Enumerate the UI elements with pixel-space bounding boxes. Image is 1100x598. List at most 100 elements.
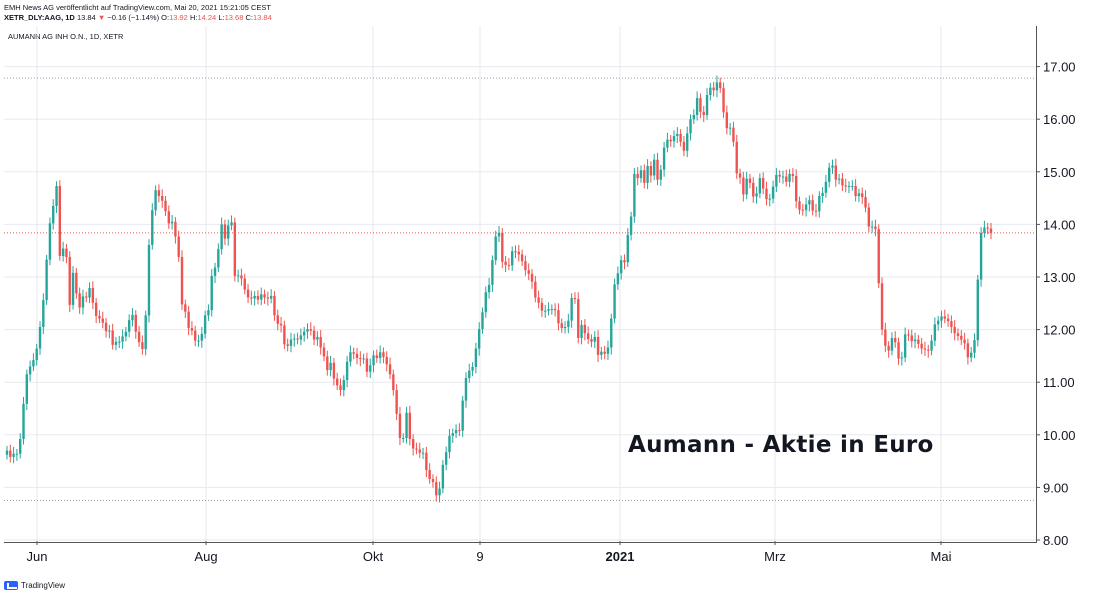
candle-body bbox=[728, 127, 732, 129]
candle-body bbox=[636, 173, 639, 179]
y-tick-label: 13.00 bbox=[1043, 270, 1076, 285]
candle-body bbox=[61, 248, 65, 256]
candle-body bbox=[421, 452, 425, 454]
candle-body bbox=[791, 173, 795, 177]
candle-body bbox=[170, 221, 174, 224]
candle-body bbox=[111, 330, 114, 345]
candle-body bbox=[85, 296, 88, 298]
candle-body bbox=[930, 340, 933, 351]
candle-body bbox=[956, 333, 960, 336]
candle-body bbox=[342, 380, 346, 391]
candle-body bbox=[411, 439, 415, 449]
candle-body bbox=[88, 288, 91, 298]
candle-body bbox=[692, 114, 696, 120]
candle-body bbox=[260, 294, 263, 300]
candle-body bbox=[804, 204, 808, 211]
candle-body bbox=[544, 310, 547, 312]
candle-body bbox=[867, 207, 871, 227]
candle-body bbox=[580, 324, 583, 339]
candle-body bbox=[435, 482, 438, 496]
tradingview-logo-icon bbox=[4, 581, 18, 590]
candle-body bbox=[986, 227, 989, 229]
candle-body bbox=[593, 336, 596, 342]
candle-body bbox=[725, 112, 729, 129]
candle-body bbox=[590, 339, 593, 342]
candle-body bbox=[903, 334, 907, 358]
open-value: 13.92 bbox=[169, 13, 188, 22]
candle-body bbox=[71, 272, 75, 305]
candle-body bbox=[927, 349, 930, 351]
candle-body bbox=[530, 273, 534, 282]
candle-body bbox=[405, 412, 408, 438]
candle-body bbox=[375, 355, 379, 359]
candle-body bbox=[666, 139, 669, 148]
candle-body bbox=[160, 195, 164, 201]
candle-body bbox=[662, 147, 666, 170]
candle-body bbox=[798, 201, 801, 210]
candle-body bbox=[415, 448, 418, 450]
y-tick-label: 11.00 bbox=[1043, 375, 1075, 390]
close-value: 13.84 bbox=[252, 13, 272, 22]
candle-body bbox=[577, 299, 580, 339]
candle-body bbox=[302, 331, 306, 336]
chart-annotation: Aumann - Aktie in Euro bbox=[628, 432, 934, 458]
candle-body bbox=[38, 326, 42, 349]
candle-body bbox=[847, 186, 851, 188]
candle-body bbox=[167, 211, 170, 224]
candle-body bbox=[709, 87, 712, 96]
candle-body bbox=[570, 298, 573, 321]
candle-body bbox=[180, 257, 184, 305]
x-tick-label: Mrz bbox=[764, 549, 786, 564]
candle-body bbox=[527, 270, 530, 274]
candle-body bbox=[540, 302, 544, 311]
candle-body bbox=[844, 185, 847, 187]
candle-body bbox=[352, 352, 355, 354]
candle-body bbox=[408, 412, 412, 440]
y-tick-label: 12.00 bbox=[1043, 323, 1076, 338]
candle-body bbox=[431, 478, 435, 483]
ohlc-legend: XETR_DLY:AAG, 1D 13.84 ▼ −0.16 (−1.14%) … bbox=[4, 13, 272, 23]
tradingview-footer[interactable]: TradingView bbox=[4, 581, 65, 590]
candle-body bbox=[818, 195, 821, 212]
candle-body bbox=[428, 470, 431, 479]
candle-body bbox=[702, 111, 705, 115]
candle-body bbox=[25, 374, 29, 404]
candle-body bbox=[712, 87, 715, 91]
candle-body bbox=[319, 336, 322, 348]
candle-body bbox=[418, 449, 421, 453]
candle-body bbox=[332, 362, 336, 379]
candle-body bbox=[610, 318, 613, 348]
candle-body bbox=[154, 190, 157, 211]
candle-body bbox=[12, 453, 15, 457]
low-value: 13.68 bbox=[224, 13, 244, 22]
candle-body bbox=[217, 249, 220, 268]
candle-body bbox=[603, 351, 606, 354]
candle-body bbox=[745, 178, 748, 195]
candle-body bbox=[398, 413, 402, 438]
candle-body bbox=[52, 205, 55, 224]
candle-body bbox=[312, 330, 316, 340]
candle-body bbox=[808, 200, 811, 205]
candle-body bbox=[269, 295, 273, 299]
candle-body bbox=[659, 169, 662, 180]
candle-body bbox=[474, 348, 478, 367]
candle-body bbox=[425, 452, 428, 471]
candle-body bbox=[477, 329, 481, 349]
candle-body bbox=[365, 358, 369, 372]
candle-body bbox=[339, 385, 342, 391]
candle-body bbox=[296, 338, 299, 340]
candle-body bbox=[553, 309, 557, 311]
candle-body bbox=[213, 267, 217, 276]
candle-body bbox=[824, 181, 828, 193]
candle-body bbox=[240, 275, 243, 279]
candle-body bbox=[801, 209, 804, 211]
candle-body bbox=[557, 310, 560, 324]
candle-body bbox=[223, 224, 227, 239]
candle-body bbox=[917, 339, 920, 344]
candle-body bbox=[689, 119, 692, 134]
candle-body bbox=[626, 234, 629, 263]
candle-body bbox=[768, 198, 771, 200]
chart-pane[interactable] bbox=[4, 26, 1037, 543]
candle-body bbox=[890, 338, 894, 351]
